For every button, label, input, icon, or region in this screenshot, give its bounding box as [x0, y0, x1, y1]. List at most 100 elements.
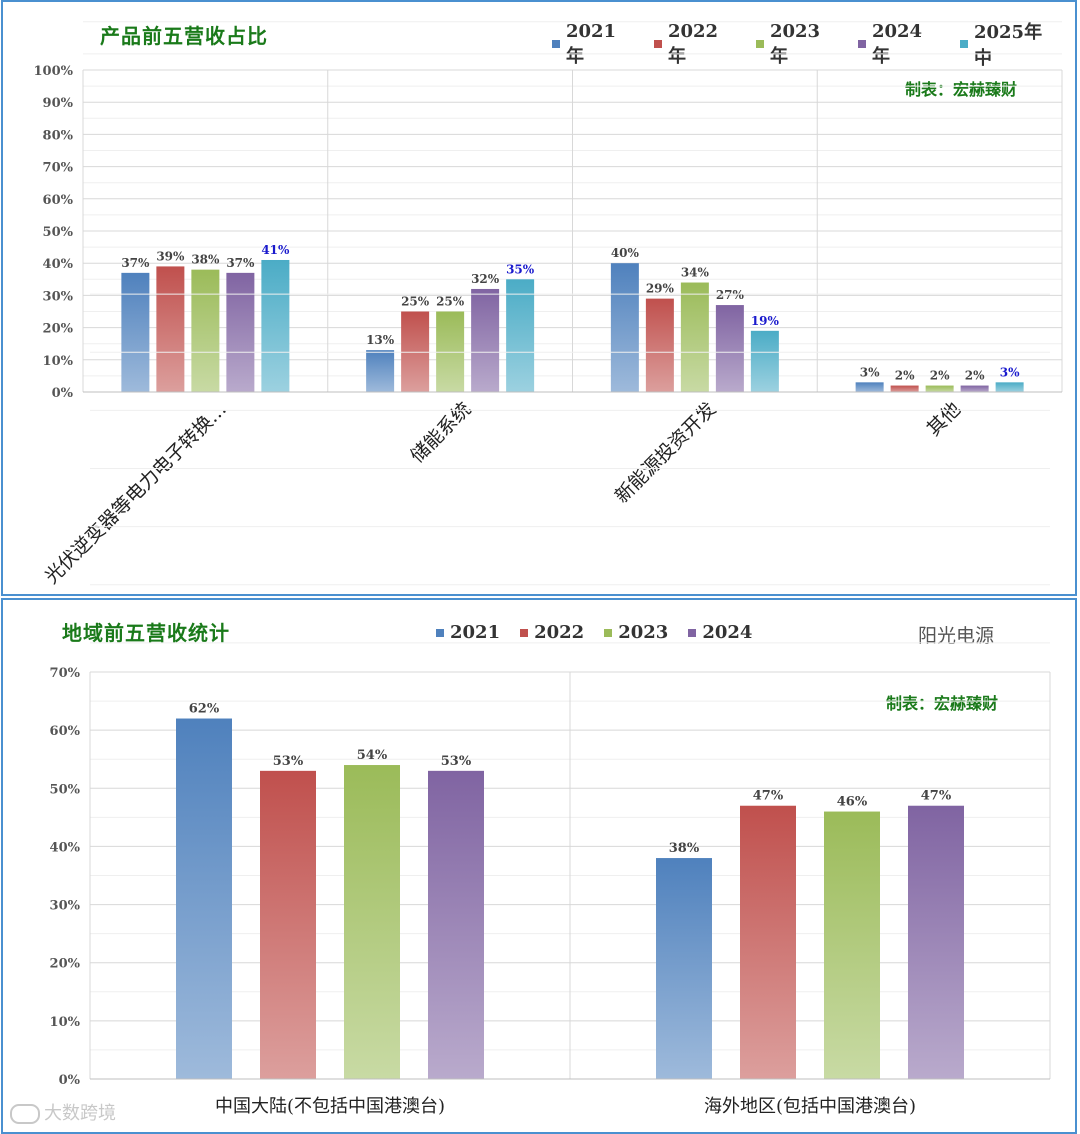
data-label: 37% — [121, 256, 150, 270]
bar — [855, 382, 884, 392]
data-label: 35% — [506, 262, 535, 276]
data-label: 53% — [441, 754, 472, 769]
legend-item-0: 2021 — [436, 622, 500, 643]
data-label: 2% — [895, 369, 915, 383]
legend-label: 2021年 — [565, 20, 617, 67]
bar — [824, 811, 880, 1079]
bar — [226, 272, 255, 392]
y-tick-label: 60% — [43, 193, 74, 208]
legend-label: 2021 — [450, 622, 501, 643]
legend-swatch-icon — [436, 628, 444, 637]
bar — [908, 805, 964, 1079]
data-label: 53% — [273, 754, 304, 769]
legend-swatch-icon — [960, 40, 968, 48]
y-tick-label: 50% — [50, 782, 81, 797]
data-label: 54% — [357, 748, 388, 763]
chart2-title: 地域前五营收统计 — [62, 621, 230, 645]
data-label: 25% — [401, 295, 430, 309]
bar — [925, 385, 954, 392]
chart1-maker-note: 制表：宏赫臻财 — [905, 80, 1018, 99]
legend-swatch-icon — [604, 628, 613, 637]
chart2-maker-note: 制表：宏赫臻财 — [886, 694, 999, 713]
bar — [995, 382, 1024, 392]
data-label: 62% — [189, 702, 220, 717]
bar — [960, 385, 989, 392]
y-tick-label: 60% — [50, 724, 81, 739]
bar — [366, 350, 395, 392]
data-label: 39% — [156, 249, 185, 263]
bar — [471, 288, 500, 392]
y-tick-label: 70% — [43, 161, 74, 176]
chart1-legend: 2021年 2022年 2023年 2024年 2025年中 — [552, 18, 1080, 70]
chart1-plot: 0% 10% 20% 30% 40% 50% 60% 70% 80% 90% 100% 37% 39% 3… — [34, 21, 1063, 588]
watermark-logo-icon — [10, 1104, 40, 1124]
bar — [191, 269, 220, 392]
bar — [121, 272, 150, 392]
legend-label: 2022年 — [667, 20, 719, 67]
y-tick-label: 40% — [43, 257, 74, 272]
legend-swatch-icon — [688, 628, 697, 637]
bar — [750, 330, 779, 392]
legend-item-2: 2023年 — [756, 18, 838, 70]
data-label: 37% — [226, 256, 255, 270]
watermark: 大数跨境 — [10, 1099, 116, 1125]
y-tick-label: 100% — [34, 64, 74, 79]
y-tick-label: 50% — [43, 225, 74, 240]
data-label: 32% — [471, 272, 500, 286]
data-label: 47% — [921, 789, 952, 804]
chart1-title: 产品前五营收占比 — [100, 24, 268, 48]
y-tick-label: 10% — [43, 354, 74, 369]
bar — [176, 718, 232, 1079]
legend-label: 2023 — [618, 622, 669, 643]
bar — [156, 266, 185, 392]
y-tick-label: 10% — [50, 1015, 81, 1030]
y-tick-label: 0% — [59, 1073, 81, 1088]
legend-label: 2025年中 — [973, 22, 1043, 69]
bar — [740, 805, 796, 1079]
legend-item-1: 2022 — [520, 622, 584, 643]
data-label: 29% — [646, 282, 675, 296]
watermark-text: 大数跨境 — [44, 1103, 116, 1124]
y-tick-label: 20% — [50, 957, 81, 972]
bar — [610, 263, 639, 392]
legend-item-3: 2024 — [688, 622, 752, 643]
data-label: 34% — [681, 266, 710, 280]
bar — [890, 385, 919, 392]
data-label: 46% — [837, 795, 868, 810]
legend-item-2: 2023 — [604, 622, 668, 643]
bar — [260, 770, 316, 1079]
bar — [680, 282, 709, 392]
legend-swatch-icon — [520, 628, 529, 637]
data-label: 40% — [611, 246, 640, 260]
data-label: 38% — [669, 841, 700, 856]
legend-label: 2023年 — [769, 20, 821, 67]
legend-swatch-icon — [858, 40, 866, 48]
bar — [428, 770, 484, 1079]
data-label: 41% — [261, 243, 290, 257]
y-tick-label: 70% — [50, 666, 81, 681]
legend-item-4: 2025年中 — [960, 18, 1060, 70]
legend-label: 2024年 — [871, 20, 923, 67]
data-label: 13% — [366, 333, 395, 347]
bar — [715, 305, 744, 392]
data-label: 27% — [716, 288, 745, 302]
data-label: 3% — [860, 365, 880, 379]
chart2-brand: 阳光电源 — [918, 625, 995, 647]
data-label: 2% — [965, 369, 985, 383]
bar — [344, 765, 400, 1079]
x-tick-label: 海外地区(包括中国港澳台) — [704, 1096, 916, 1117]
bar — [506, 279, 535, 392]
x-tick-label: 中国大陆(不包括中国港澳台) — [215, 1096, 445, 1117]
legend-swatch-icon — [756, 40, 764, 48]
legend-label: 2024 — [702, 622, 753, 643]
legend-swatch-icon — [552, 40, 560, 48]
bar — [645, 298, 674, 392]
data-label: 25% — [436, 295, 465, 309]
data-label: 2% — [930, 369, 950, 383]
legend-label: 2022 — [534, 622, 585, 643]
y-tick-label: 40% — [50, 840, 81, 855]
legend-item-1: 2022年 — [654, 18, 736, 70]
bar — [656, 858, 712, 1079]
y-tick-label: 80% — [43, 128, 74, 143]
